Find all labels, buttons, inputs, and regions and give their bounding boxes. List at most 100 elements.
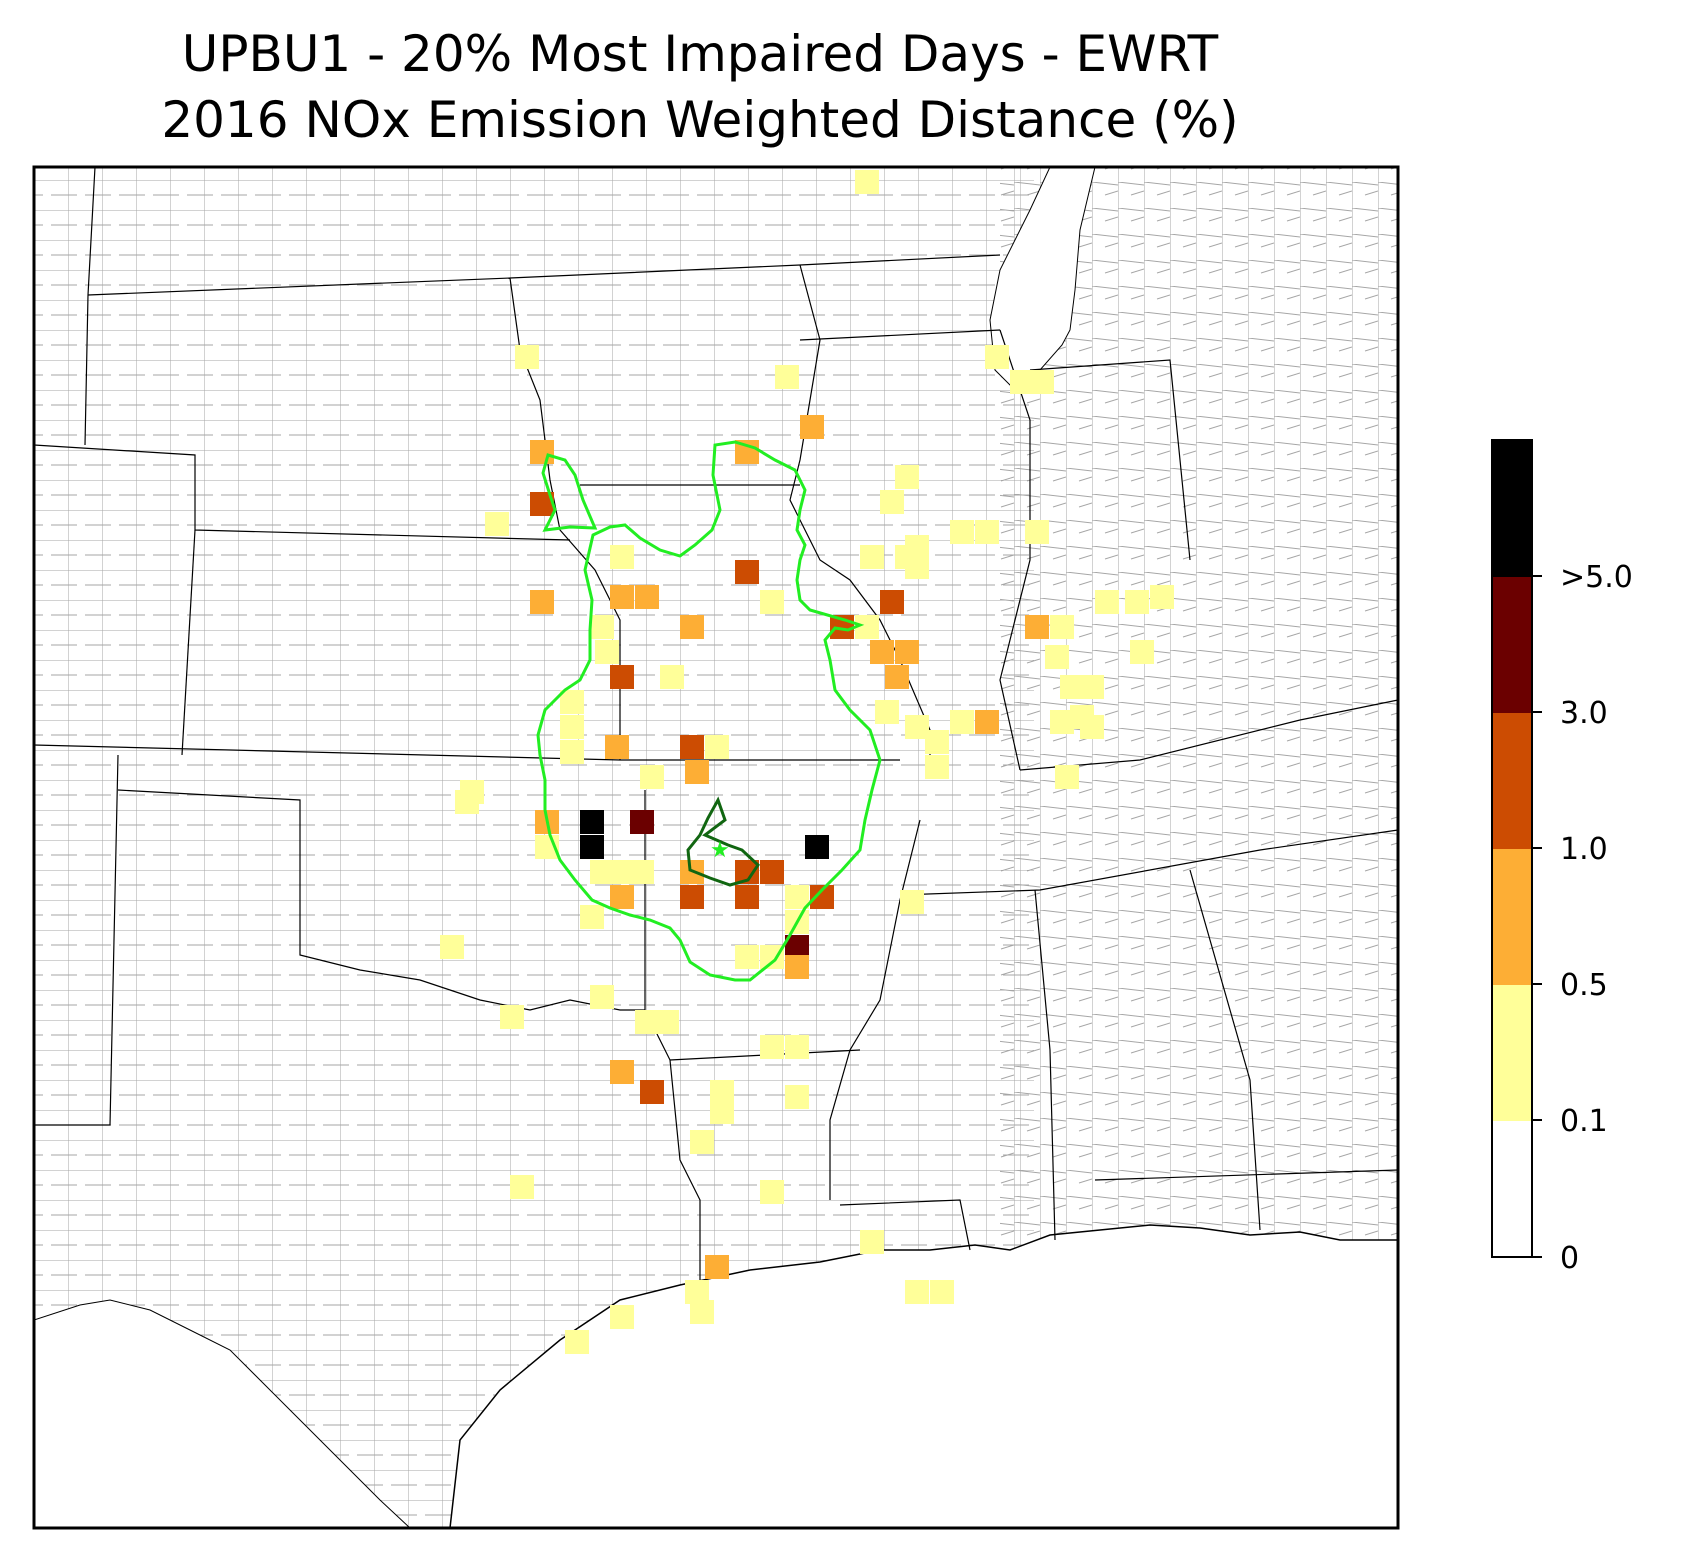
emission-cell [1030,370,1054,394]
emission-cell [580,810,604,834]
colorbar-tick-3: 1.0 [1560,832,1608,867]
emission-cell [950,520,974,544]
emission-cell [580,905,604,929]
emission-cell [690,1130,714,1154]
colorbar-bin-2 [1492,848,1532,985]
colorbar-bin-0 [1492,1120,1532,1257]
emission-cell [905,1280,929,1304]
emission-cell [635,585,659,609]
state-boundaries [34,167,1398,1280]
colorbar-bin-3 [1492,712,1532,849]
emission-cell [630,860,654,884]
emission-cell [805,835,829,859]
emission-cell [610,1305,634,1329]
inner-contour [686,796,760,887]
emission-cell [785,885,809,909]
emission-cell [760,860,784,884]
emission-cell [860,1230,884,1254]
emission-cell [760,1180,784,1204]
emission-cell [1025,520,1049,544]
emission-cell [785,955,809,979]
emission-cell [875,700,899,724]
map-frame [32,165,1400,1530]
colorbar-tick-5: >5.0 [1560,560,1633,595]
colorbar-bin-4 [1492,576,1532,713]
emission-cell [685,760,709,784]
emission-cell [660,665,684,689]
emission-cell [895,640,919,664]
outer-contour [541,453,598,532]
emission-cell [785,1085,809,1109]
emission-cell [610,665,634,689]
emission-cell [1055,765,1079,789]
emission-cell [975,710,999,734]
emission-cell [985,345,1009,369]
emission-cell [485,512,509,536]
emission-cell [760,590,784,614]
emission-cell [610,885,634,909]
site-marker-star-icon: ★ [710,838,730,863]
emission-cell [680,615,704,639]
emission-cell [800,415,824,439]
emission-cell [1080,675,1104,699]
emission-cell [705,735,729,759]
colorbar-tick-1: 0.1 [1560,1104,1608,1139]
colorbar-tick-4: 3.0 [1560,696,1608,731]
emission-cell [595,640,619,664]
emission-cell [655,1010,679,1034]
emission-cell [680,885,704,909]
colorbar-tick-0: 0 [1560,1241,1579,1276]
emission-cell [530,590,554,614]
emission-cell [925,755,949,779]
emission-cell [690,1300,714,1324]
emission-cell [785,1035,809,1059]
emission-cell [1045,645,1069,669]
emission-cell [680,735,704,759]
emission-cell [1050,615,1074,639]
colorbar-bin-1 [1492,984,1532,1121]
emission-cell [510,1175,534,1199]
mexico-region [34,1299,411,1528]
emission-cell [925,730,949,754]
emission-cell [975,520,999,544]
emission-cell [610,545,634,569]
emission-cell [705,1255,729,1279]
emission-cell [870,640,894,664]
emission-cell [515,345,539,369]
emission-cell [565,1330,589,1354]
emission-cell [605,735,629,759]
emission-cell [1125,590,1149,614]
map-panel: ★ [34,167,1398,1528]
emission-cell [880,490,904,514]
emission-cell [1130,640,1154,664]
emission-cell [640,765,664,789]
emission-cell [950,710,974,734]
outer-contour-main [536,440,882,982]
map-title-line1: UPBU1 - 20% Most Impaired Days - EWRT [181,25,1219,83]
emission-cell [735,560,759,584]
emission-cell [885,665,909,689]
map-title-line2: 2016 NOx Emission Weighted Distance (%) [161,91,1239,149]
emission-cell [610,585,634,609]
emission-cell [455,790,479,814]
emission-cell [895,465,919,489]
emission-cell [530,440,554,464]
emission-cell [900,890,924,914]
emission-cell [905,555,929,579]
emission-cell [640,1080,664,1104]
emission-cell [500,1005,524,1029]
emission-cell [760,1035,784,1059]
emission-cell [590,985,614,1009]
colorbar: 0 0.1 0.5 1.0 3.0 >5.0 [1491,439,1633,1276]
emission-cell [860,545,884,569]
emission-cells [440,170,1174,1354]
emission-cell [930,1280,954,1304]
emission-cell [630,810,654,834]
emission-cell [1150,585,1174,609]
emission-cell [560,715,584,739]
emission-cell [440,935,464,959]
emission-cell [610,1060,634,1084]
emission-cell [1095,590,1119,614]
colorbar-bin-5 [1492,440,1532,577]
